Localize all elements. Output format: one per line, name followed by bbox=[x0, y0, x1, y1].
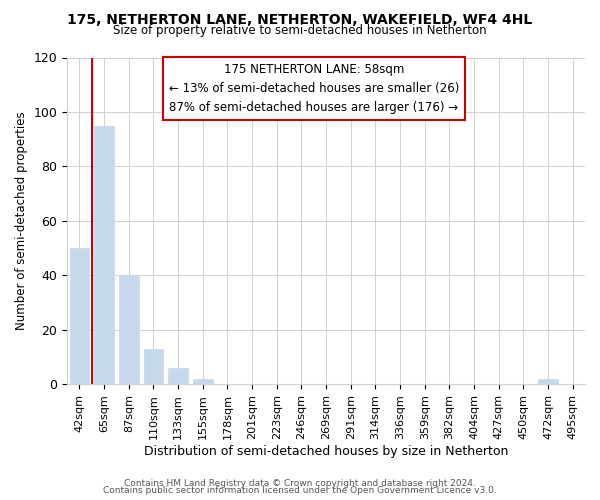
Text: 175, NETHERTON LANE, NETHERTON, WAKEFIELD, WF4 4HL: 175, NETHERTON LANE, NETHERTON, WAKEFIEL… bbox=[67, 12, 533, 26]
Bar bbox=[538, 378, 558, 384]
Y-axis label: Number of semi-detached properties: Number of semi-detached properties bbox=[15, 112, 28, 330]
Bar bbox=[193, 378, 212, 384]
Bar bbox=[168, 368, 188, 384]
Bar bbox=[143, 348, 163, 384]
Text: 175 NETHERTON LANE: 58sqm
← 13% of semi-detached houses are smaller (26)
87% of : 175 NETHERTON LANE: 58sqm ← 13% of semi-… bbox=[169, 63, 459, 114]
Bar bbox=[119, 275, 139, 384]
Bar bbox=[70, 248, 89, 384]
Text: Contains HM Land Registry data © Crown copyright and database right 2024.: Contains HM Land Registry data © Crown c… bbox=[124, 478, 476, 488]
X-axis label: Distribution of semi-detached houses by size in Netherton: Distribution of semi-detached houses by … bbox=[144, 444, 508, 458]
Text: Size of property relative to semi-detached houses in Netherton: Size of property relative to semi-detach… bbox=[113, 24, 487, 37]
Bar bbox=[94, 126, 114, 384]
Text: Contains public sector information licensed under the Open Government Licence v3: Contains public sector information licen… bbox=[103, 486, 497, 495]
